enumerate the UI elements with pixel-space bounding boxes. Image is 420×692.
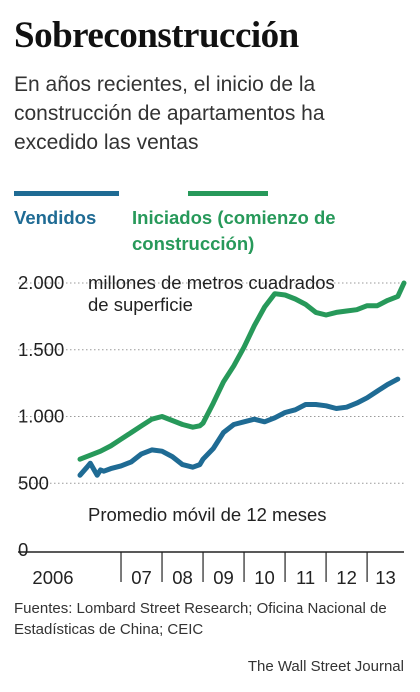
y-tick-label-4: 2.000: [18, 272, 64, 293]
unit-label: millones de metros cuadrados de superfic…: [88, 272, 340, 315]
chart-title: Sobreconstrucción: [14, 15, 299, 56]
y-tick-label-0: 0: [18, 539, 28, 560]
y-tick-label-3: 1.500: [18, 339, 64, 360]
moving-average-note: Promedio móvil de 12 meses: [88, 504, 327, 525]
series-line-sold: [77, 376, 401, 478]
legend-swatch-started: [188, 191, 268, 196]
unit-label-line-2: de superficie: [88, 294, 193, 315]
grid-layer: [18, 282, 404, 484]
x-tick-label-2: 08: [172, 567, 193, 588]
x-tick-label-0: 2006: [32, 567, 73, 588]
chart-subtitle: En años recientes, el inicio de la const…: [14, 73, 325, 154]
x-tick-label-6: 12: [336, 567, 357, 588]
x-tick-label-1: 07: [131, 567, 152, 588]
series-line-started: [77, 280, 407, 462]
x-tick-label-5: 11: [296, 567, 315, 588]
unit-label-line-1: millones de metros cuadrados: [88, 272, 335, 293]
legend-swatch-sold: [14, 191, 119, 196]
series-layer: [77, 280, 407, 478]
x-tick-label-3: 09: [213, 567, 234, 588]
x-tick-label-7: 13: [375, 567, 396, 588]
sources-note: Fuentes: Lombard Street Research; Oficin…: [14, 600, 387, 638]
y-tick-label-1: 500: [18, 472, 49, 493]
y-tick-label-2: 1.000: [18, 406, 64, 427]
legend-label-started: Iniciados (comienzo de construcción): [132, 207, 336, 254]
y-axis: 0 500 1.000 1.500 2.000: [18, 272, 64, 560]
x-axis: 2006 07 08 09 10 11 12 13: [18, 551, 404, 588]
legend-label-sold: Vendidos: [14, 207, 97, 228]
publisher-credit: The Wall Street Journal: [247, 658, 404, 675]
x-tick-label-4: 10: [254, 567, 275, 588]
